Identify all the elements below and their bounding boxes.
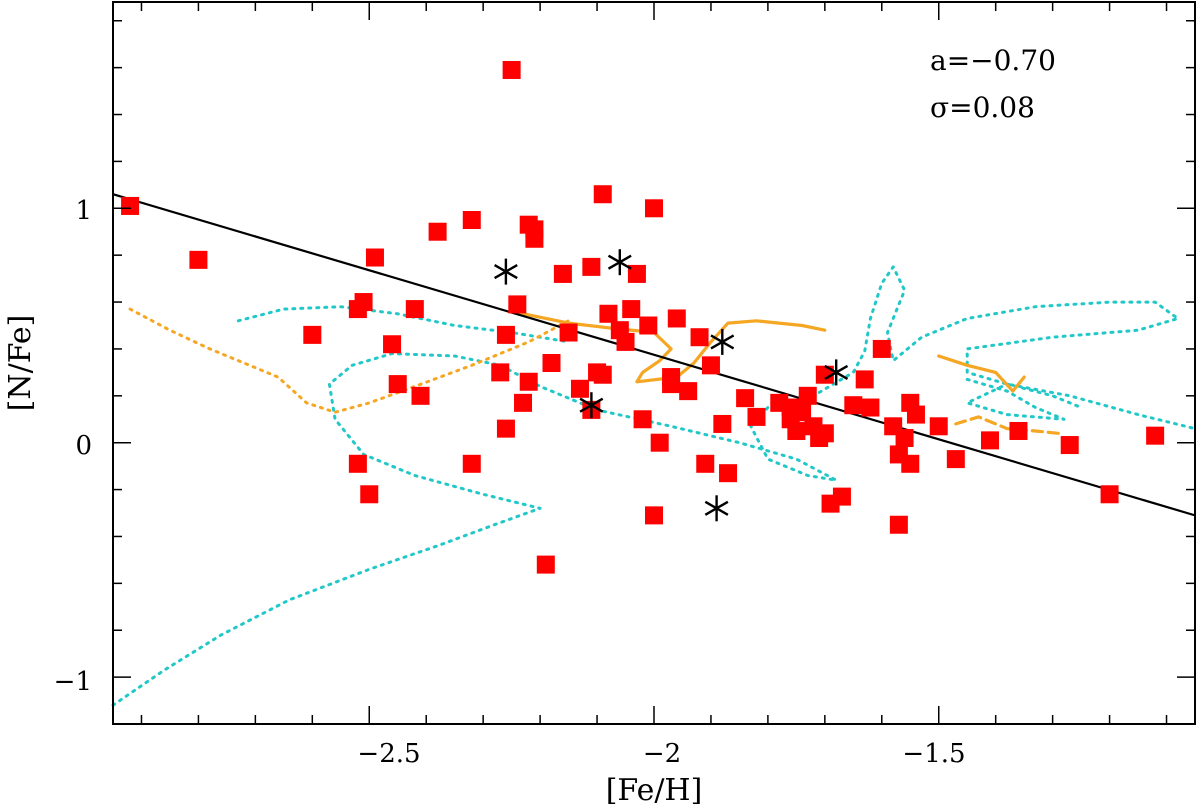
square-data-point bbox=[599, 304, 618, 323]
square-data-point bbox=[189, 250, 208, 269]
square-data-point bbox=[901, 454, 920, 473]
square-data-point bbox=[844, 396, 863, 415]
square-data-point bbox=[428, 222, 447, 241]
y-tick-label: 1 bbox=[75, 196, 92, 226]
square-data-point bbox=[496, 419, 515, 438]
square-data-point bbox=[696, 454, 715, 473]
model-track-line bbox=[954, 415, 1060, 435]
square-data-point bbox=[645, 199, 663, 218]
square-data-point bbox=[514, 393, 533, 412]
square-data-point bbox=[553, 264, 572, 283]
square-data-point bbox=[405, 300, 424, 319]
asterisk-data-point bbox=[704, 495, 729, 522]
square-data-point bbox=[633, 410, 652, 429]
square-data-point bbox=[906, 405, 925, 424]
square-data-point bbox=[980, 431, 999, 450]
square-data-point bbox=[1146, 426, 1165, 445]
square-data-point bbox=[508, 295, 527, 314]
asterisk-data-point bbox=[607, 249, 632, 276]
asterisk-data-point bbox=[579, 392, 604, 419]
scatter-annotation: σ=0.08 bbox=[930, 91, 1035, 124]
square-data-point bbox=[303, 325, 322, 344]
square-data-point bbox=[855, 370, 874, 389]
asterisk-data-point bbox=[493, 258, 518, 285]
square-data-point bbox=[861, 398, 880, 417]
square-data-point bbox=[645, 506, 663, 525]
square-data-point bbox=[815, 424, 834, 443]
slope-annotation: a=−0.70 bbox=[930, 44, 1056, 77]
square-data-point bbox=[639, 316, 658, 335]
square-data-point bbox=[354, 293, 373, 312]
square-data-point bbox=[895, 429, 914, 448]
square-data-point bbox=[411, 386, 430, 405]
square-data-point bbox=[570, 379, 589, 398]
square-data-point bbox=[679, 382, 698, 401]
x-tick-label: −2.5 bbox=[357, 739, 420, 769]
plot-frame bbox=[112, 1, 1196, 725]
model-track-line bbox=[128, 307, 571, 414]
square-data-point bbox=[383, 335, 402, 354]
square-data-point bbox=[719, 464, 738, 483]
square-data-point bbox=[348, 454, 367, 473]
square-data-point bbox=[525, 229, 544, 248]
square-data-point bbox=[889, 515, 908, 534]
square-data-point bbox=[388, 375, 407, 394]
data-points bbox=[121, 60, 1165, 574]
square-data-point bbox=[787, 421, 806, 440]
square-data-point bbox=[462, 454, 481, 473]
asterisk-data-point bbox=[710, 328, 735, 355]
square-data-point bbox=[502, 60, 521, 79]
square-data-point bbox=[491, 363, 510, 382]
square-data-point bbox=[798, 386, 817, 405]
square-data-point bbox=[662, 375, 681, 394]
square-data-point bbox=[1100, 485, 1119, 504]
square-data-point bbox=[582, 257, 601, 276]
model-track-line bbox=[937, 354, 1026, 393]
y-tick-label: −1 bbox=[54, 667, 92, 697]
axis-ticks bbox=[113, 2, 1195, 724]
square-data-point bbox=[690, 328, 709, 347]
square-data-point bbox=[365, 248, 384, 267]
square-data-point bbox=[713, 414, 732, 433]
square-data-point bbox=[793, 403, 812, 422]
square-data-point bbox=[929, 417, 948, 436]
x-tick-label: −2 bbox=[643, 739, 681, 769]
square-data-point bbox=[946, 450, 965, 469]
fit-line-group bbox=[112, 193, 1196, 517]
y-tick-label: 0 bbox=[75, 431, 92, 461]
square-data-point bbox=[593, 185, 612, 204]
square-data-point bbox=[747, 407, 766, 426]
square-data-point bbox=[559, 323, 578, 342]
square-data-point bbox=[622, 300, 641, 319]
square-data-point bbox=[542, 354, 561, 372]
square-data-point bbox=[462, 211, 481, 230]
square-data-point bbox=[832, 487, 851, 506]
model-track-line bbox=[111, 265, 1197, 707]
square-data-point bbox=[627, 264, 646, 283]
square-data-point bbox=[536, 555, 555, 574]
fit-line bbox=[112, 193, 1196, 517]
x-tick-label: −1.5 bbox=[902, 739, 965, 769]
square-data-point bbox=[815, 365, 834, 384]
y-axis-title: [N/Fe] bbox=[3, 315, 38, 412]
square-data-point bbox=[736, 389, 755, 408]
square-data-point bbox=[593, 365, 612, 384]
model-track-line bbox=[965, 377, 1083, 421]
square-data-point bbox=[667, 309, 686, 328]
square-data-point bbox=[496, 325, 515, 344]
square-data-point bbox=[1009, 421, 1028, 440]
model-track-line bbox=[236, 305, 571, 344]
square-data-point bbox=[360, 485, 379, 504]
x-axis-title: [Fe/H] bbox=[606, 773, 703, 808]
square-data-point bbox=[616, 332, 635, 351]
square-data-point bbox=[872, 339, 891, 358]
square-data-point bbox=[121, 196, 140, 215]
square-data-point bbox=[701, 356, 720, 375]
square-data-point bbox=[1060, 436, 1079, 455]
square-data-point bbox=[519, 372, 538, 391]
asterisk-data-point bbox=[824, 359, 849, 386]
square-data-point bbox=[650, 433, 669, 452]
